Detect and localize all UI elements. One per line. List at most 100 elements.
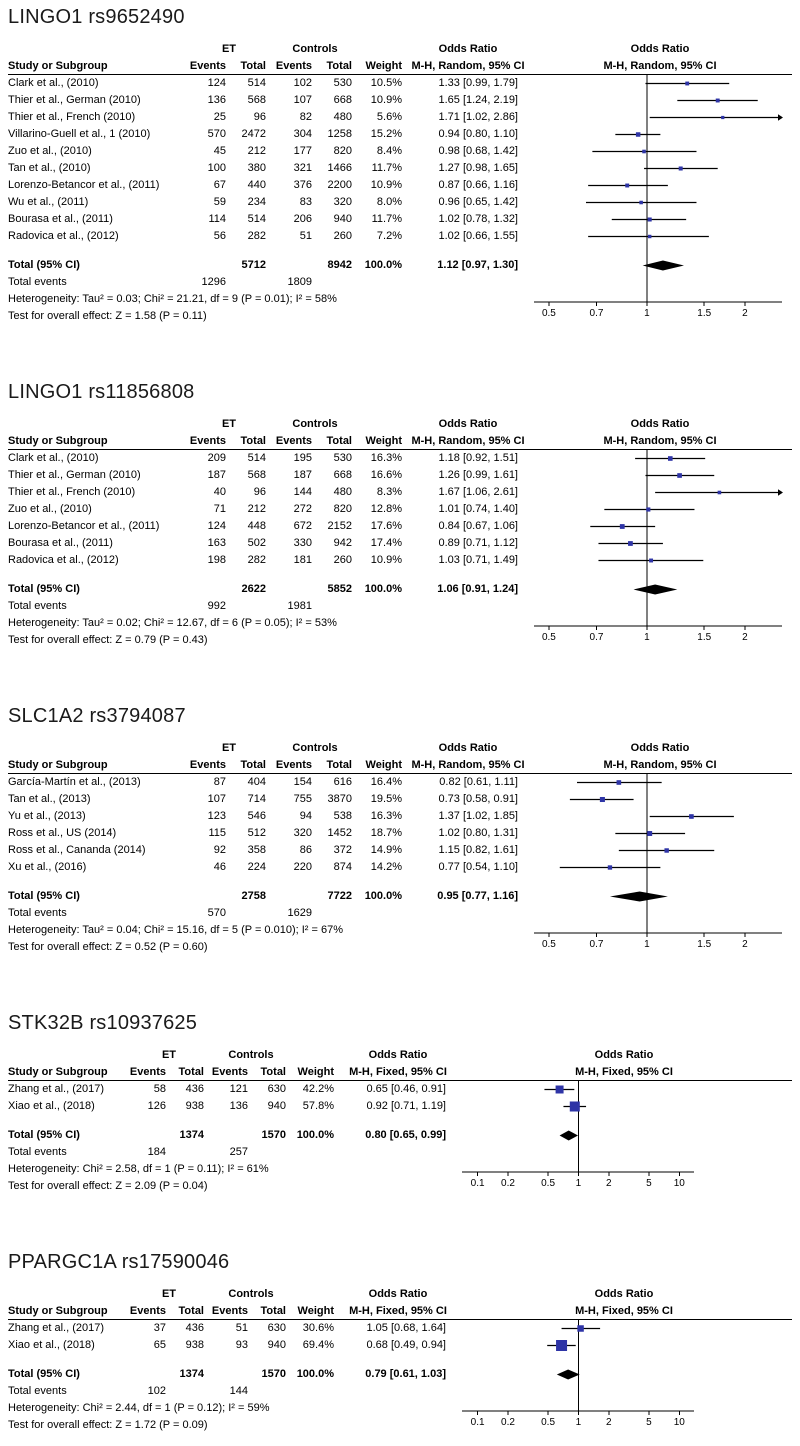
study-name: Thier et al., German (2010) <box>8 94 141 106</box>
or-ci-value: 0.96 [0.65, 1.42] <box>438 196 518 208</box>
controls-total: 1258 <box>327 128 352 140</box>
study-name: Zhang et al., (2017) <box>8 1322 105 1334</box>
controls-total: 530 <box>333 77 352 89</box>
col-header-events-controls: Events <box>275 60 312 72</box>
controls-events: 83 <box>299 196 312 208</box>
weight-value: 30.6% <box>302 1322 334 1334</box>
overall-effect-row: Test for overall effect: Z = 0.79 (P = 0… <box>8 632 792 649</box>
col-header-mh-ci: M-H, Fixed, 95% CI <box>349 1305 447 1317</box>
effect-square <box>635 132 641 137</box>
or-ci-value: 1.33 [0.99, 1.79] <box>438 77 518 89</box>
group-header-odds-ratio-plot: Odds Ratio <box>594 1288 654 1300</box>
heterogeneity-row: Heterogeneity: Chi² = 2.44, df = 1 (P = … <box>8 1400 792 1417</box>
col-header-weight: Weight <box>297 1305 334 1317</box>
group-header-odds-ratio-plot: Odds Ratio <box>594 1049 654 1061</box>
panel-body: ET Controls Odds Ratio Odds Ratio Study … <box>0 1047 800 1195</box>
axis-tick-label: 2 <box>742 308 748 319</box>
study-row: Villarino-Guell et al., 1 (2010) 570 247… <box>8 126 792 143</box>
weight-value: 14.2% <box>370 861 402 873</box>
axis-tick-label: 5 <box>646 1417 652 1428</box>
et-events: 107 <box>207 793 226 805</box>
study-name: Bourasa et al., (2011) <box>8 213 113 225</box>
effect-square <box>664 848 669 853</box>
study-name: Thier et al., French (2010) <box>8 111 136 123</box>
study-name: Lorenzo-Betancor et al., (2011) <box>8 179 160 191</box>
total-label: Total (95% CI) <box>8 1368 80 1380</box>
controls-events: 206 <box>293 213 312 225</box>
controls-events: 220 <box>293 861 312 873</box>
effect-square <box>639 200 643 205</box>
controls-total: 3870 <box>327 793 352 805</box>
group-header-controls: Controls <box>228 1288 274 1300</box>
effect-square <box>646 507 651 512</box>
study-rows: Clark et al., (2010) 209 514 195 530 16.… <box>8 450 792 569</box>
col-header-total-controls: Total <box>260 1066 286 1078</box>
total-events-row: Total events 992 1981 <box>8 598 792 615</box>
total-or-ci: 1.06 [0.91, 1.24] <box>437 583 518 595</box>
study-name: Villarino-Guell et al., 1 (2010) <box>8 128 151 140</box>
total-et: 2622 <box>241 583 266 595</box>
or-ci-value: 1.37 [1.02, 1.85] <box>438 810 518 822</box>
heterogeneity-row: Heterogeneity: Chi² = 2.58, df = 1 (P = … <box>8 1161 792 1178</box>
et-total: 938 <box>185 1339 204 1351</box>
study-row: Radovica et al., (2012) 198 282 181 260 … <box>8 552 792 569</box>
axis-tick-label: 1.5 <box>697 632 711 643</box>
group-header-odds-ratio: Odds Ratio <box>438 742 498 754</box>
et-total: 436 <box>185 1322 204 1334</box>
pooled-diamond <box>633 584 678 595</box>
controls-total: 320 <box>333 196 352 208</box>
study-rows: Zhang et al., (2017) 58 436 121 630 42.2… <box>8 1081 792 1115</box>
col-header-study: Study or Subgroup <box>8 60 108 72</box>
total-events-et: 1296 <box>201 276 226 288</box>
study-row: Radovica et al., (2012) 56 282 51 260 7.… <box>8 228 792 245</box>
col-header-study: Study or Subgroup <box>8 759 108 771</box>
total-events-controls: 1629 <box>287 907 312 919</box>
total-events-controls: 1981 <box>287 600 312 612</box>
col-header-mh-ci-plot: M-H, Fixed, 95% CI <box>575 1305 673 1317</box>
weight-value: 10.9% <box>370 94 402 106</box>
or-ci-value: 0.65 [0.46, 0.91] <box>366 1083 446 1095</box>
col-header-total-et: Total <box>240 759 266 771</box>
col-header-mh-ci-plot: M-H, Random, 95% CI <box>603 759 717 771</box>
axis-tick-label: 0.2 <box>501 1417 515 1428</box>
group-header-row: ET Controls Odds Ratio Odds Ratio <box>8 740 792 757</box>
or-ci-value: 1.18 [0.92, 1.51] <box>438 452 518 464</box>
or-ci-value: 1.71 [1.02, 2.86] <box>438 111 518 123</box>
study-row: Lorenzo-Betancor et al., (2011) 124 448 … <box>8 518 792 535</box>
et-events: 45 <box>213 145 226 157</box>
study-name: Radovica et al., (2012) <box>8 554 119 566</box>
effect-square <box>685 81 690 86</box>
group-header-odds-ratio: Odds Ratio <box>368 1049 428 1061</box>
forest-plot-svg: 0.1 0.2 0.5 1 2 5 10 <box>462 1081 694 1189</box>
total-controls: 1570 <box>261 1129 286 1141</box>
total-or-ci: 0.95 [0.77, 1.16] <box>437 890 518 902</box>
study-name: Zhang et al., (2017) <box>8 1083 105 1095</box>
column-header-row: Study or Subgroup Events Total Events To… <box>8 58 792 75</box>
col-header-mh-ci-plot: M-H, Random, 95% CI <box>603 435 717 447</box>
total-row: Total (95% CI) 1374 1570 100.0% 0.79 [0.… <box>8 1366 792 1383</box>
weight-value: 57.8% <box>302 1100 334 1112</box>
overall-effect-row: Test for overall effect: Z = 1.72 (P = 0… <box>8 1417 792 1434</box>
total-et: 5712 <box>241 259 266 271</box>
group-header-controls: Controls <box>292 43 338 55</box>
study-row: Lorenzo-Betancor et al., (2011) 67 440 3… <box>8 177 792 194</box>
weight-value: 17.6% <box>370 520 402 532</box>
empty-cell <box>232 274 272 291</box>
controls-events: 195 <box>293 452 312 464</box>
group-header-odds-ratio: Odds Ratio <box>368 1288 428 1300</box>
or-ci-value: 1.65 [1.24, 2.19] <box>438 94 518 106</box>
weight-value: 42.2% <box>302 1083 334 1095</box>
overall-effect-text: Test for overall effect: Z = 1.72 (P = 0… <box>8 1419 208 1431</box>
et-total: 448 <box>247 520 266 532</box>
col-header-total-et: Total <box>178 1066 204 1078</box>
controls-events: 86 <box>299 844 312 856</box>
controls-events: 51 <box>299 230 312 242</box>
effect-square <box>555 1085 564 1094</box>
et-events: 570 <box>207 128 226 140</box>
axis-tick-label: 2 <box>606 1417 612 1428</box>
axis-tick-label: 0.5 <box>542 632 556 643</box>
effect-square <box>569 1101 580 1112</box>
study-name: Wu et al., (2011) <box>8 196 89 208</box>
or-ci-value: 1.01 [0.74, 1.40] <box>438 503 518 515</box>
empty-cell <box>232 905 272 922</box>
